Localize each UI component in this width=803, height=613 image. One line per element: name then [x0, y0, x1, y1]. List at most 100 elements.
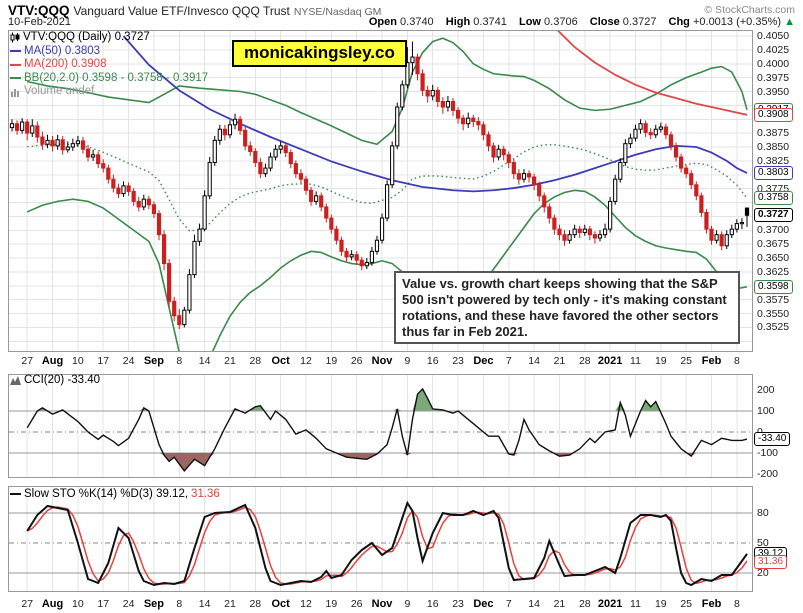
chart-date: 10-Feb-2021: [8, 16, 71, 28]
price-axis-label: 0.3650: [757, 252, 790, 264]
date-tick-label: 10: [72, 598, 84, 610]
date-tick-label: 11: [630, 598, 641, 610]
cci-indicator-canvas: [8, 374, 753, 478]
date-tick-label: Oct: [271, 598, 290, 610]
date-tick-label: 28: [578, 598, 591, 610]
date-tick-label: 26: [350, 355, 363, 367]
legend-price-text: VTV:QQQ (Daily) 0.3727: [23, 31, 150, 43]
date-tick-label: 8: [733, 355, 740, 367]
close-label: Close: [589, 16, 620, 28]
date-tick-label: 8: [733, 598, 740, 610]
date-tick-label: 19: [654, 598, 667, 610]
price-axis-label: 0.4000: [757, 57, 790, 70]
date-tick-label: 8: [176, 598, 183, 610]
date-tick-label: 17: [97, 355, 110, 367]
price-axis-label: 0.3975: [757, 71, 790, 84]
price-axis-label: 0.3950: [757, 85, 790, 98]
date-tick-label: 8: [176, 355, 183, 367]
x-axis-bottom: 27 Aug 10 17 24 Sep 8 14 21 28 Oct 12 19 26 Nov 9 16 23 De…: [0, 596, 803, 611]
date-tick-label: Nov: [371, 598, 393, 610]
date-tick-label: Dec: [473, 598, 494, 610]
right-price-axis: 0.4050 0.4025 0.4000 0.3975 0.3950 0.3875 0.38…: [753, 0, 803, 613]
legend-ma200-text: MA(200) 0.3908: [24, 58, 107, 70]
stockcharts-copyright: © StockCharts.com: [704, 4, 795, 16]
price-badge: 0.3758: [754, 191, 793, 206]
date-tick-label: 26: [350, 598, 363, 610]
date-tick-label: 14: [528, 355, 540, 367]
sto-axis-label: 50: [757, 537, 769, 549]
date-tick-label: Oct: [271, 355, 290, 367]
date-tick-label: 14: [198, 355, 211, 367]
company-name: Vanguard Value ETF/Invesco QQQ Trust: [73, 4, 290, 18]
volume-bars-icon: [11, 88, 19, 97]
open-label: Open: [368, 16, 397, 28]
date-tick-label: Feb: [701, 598, 722, 610]
date-tick-label: 17: [97, 598, 110, 610]
legend-ma50-row: MA(50) 0.3803: [10, 45, 208, 59]
ohlc-quote: Open 0.3740 High 0.3741 Low 0.3706 Close…: [360, 16, 795, 28]
date-tick-label: 12: [300, 598, 312, 610]
price-badge: 0.3727: [754, 208, 793, 223]
date-tick-label: 21: [553, 355, 566, 367]
open-value: 0.3740: [400, 16, 434, 28]
sto-axis-label: 20: [757, 567, 769, 579]
legend-volume-text: Volume undef: [24, 85, 95, 97]
date-tick-label: 10: [72, 355, 84, 367]
quote-row: 10-Feb-2021 Open 0.3740 High 0.3741 Low …: [8, 16, 795, 29]
date-tick-label: Sep: [143, 598, 165, 610]
date-tick-label: 9: [404, 598, 411, 610]
date-tick-label: Sep: [143, 355, 165, 367]
date-tick-label: 27: [21, 355, 34, 367]
price-axis-label: 0.3700: [757, 224, 790, 237]
date-tick-label: 28: [249, 355, 262, 367]
date-tick-label: 28: [578, 355, 591, 367]
date-tick-label: 21: [224, 598, 236, 610]
price-axis-label: 0.3875: [757, 127, 790, 140]
legend-bb-text: BB(20,2.0) 0.3598 - 0.3758 - 0.3917: [24, 71, 209, 84]
date-tick-label: 24: [122, 355, 135, 367]
date-tick-label: 7: [505, 355, 512, 367]
date-tick-label: 2021: [597, 355, 623, 367]
cci-value-badge: -33.40: [754, 432, 791, 446]
date-tick-label: 21: [224, 355, 236, 367]
date-tick-label: Dec: [473, 355, 494, 367]
date-tick-label: 12: [300, 355, 312, 367]
date-tick-label: 28: [249, 598, 262, 610]
legend-bb-row: BB(20,2.0) 0.3598 - 0.3758 - 0.3917: [10, 72, 208, 86]
cci-axis-label: 200: [757, 384, 775, 396]
price-badge: 0.3803: [754, 166, 793, 181]
sto-axis-label: 80: [757, 507, 769, 519]
date-tick-label: 25: [680, 598, 693, 610]
date-tick-label: 14: [528, 598, 540, 610]
date-tick-label: Aug: [41, 598, 64, 610]
price-axis-label: 0.4050: [757, 30, 790, 42]
sto-d-text: 31.36: [191, 488, 220, 500]
date-tick-label: 19: [325, 598, 338, 610]
cci-axis-label: 100: [757, 405, 775, 417]
date-tick-label: 24: [122, 598, 135, 610]
legend-ma200-row: MA(200) 0.3908: [10, 58, 208, 72]
candlestick-icon: [10, 32, 20, 43]
x-axis-middle: 27 Aug 10 17 24 Sep 8 14 21 28 Oct 12 19 26 Nov 9 16 23 De…: [0, 353, 803, 368]
price-axis-label: 0.3575: [757, 293, 790, 306]
price-axis-label: 0.3850: [757, 141, 790, 153]
date-tick-label: 16: [426, 598, 439, 610]
sto-value-badge: 31.36: [754, 554, 788, 569]
price-axis-label: 0.3825: [757, 154, 790, 167]
sto-line-icon: [10, 493, 21, 495]
price-axis-label: 0.3525: [757, 321, 790, 334]
legend-ma50-text: MA(50) 0.3803: [24, 44, 101, 57]
price-badge: 0.3598: [754, 279, 793, 294]
high-value: 0.3741: [473, 16, 507, 28]
chg-label: Chg: [668, 16, 690, 28]
stochastic-legend: Slow STO %K(14) %D(3) 39.12, 31.36: [10, 488, 220, 500]
monicakingsley-watermark: monicakingsley.co: [232, 40, 407, 67]
main-chart-legend: VTV:QQQ (Daily) 0.3727 MA(50) 0.3803 MA(…: [10, 31, 208, 99]
date-tick-label: 14: [198, 598, 211, 610]
cci-axis-label: -100: [757, 447, 779, 459]
ticker-symbol: VTV:QQQ: [8, 3, 70, 18]
price-badge: 0.3908: [754, 107, 793, 122]
main-price-chart-canvas: [8, 30, 753, 352]
date-tick-label: 21: [553, 598, 566, 610]
